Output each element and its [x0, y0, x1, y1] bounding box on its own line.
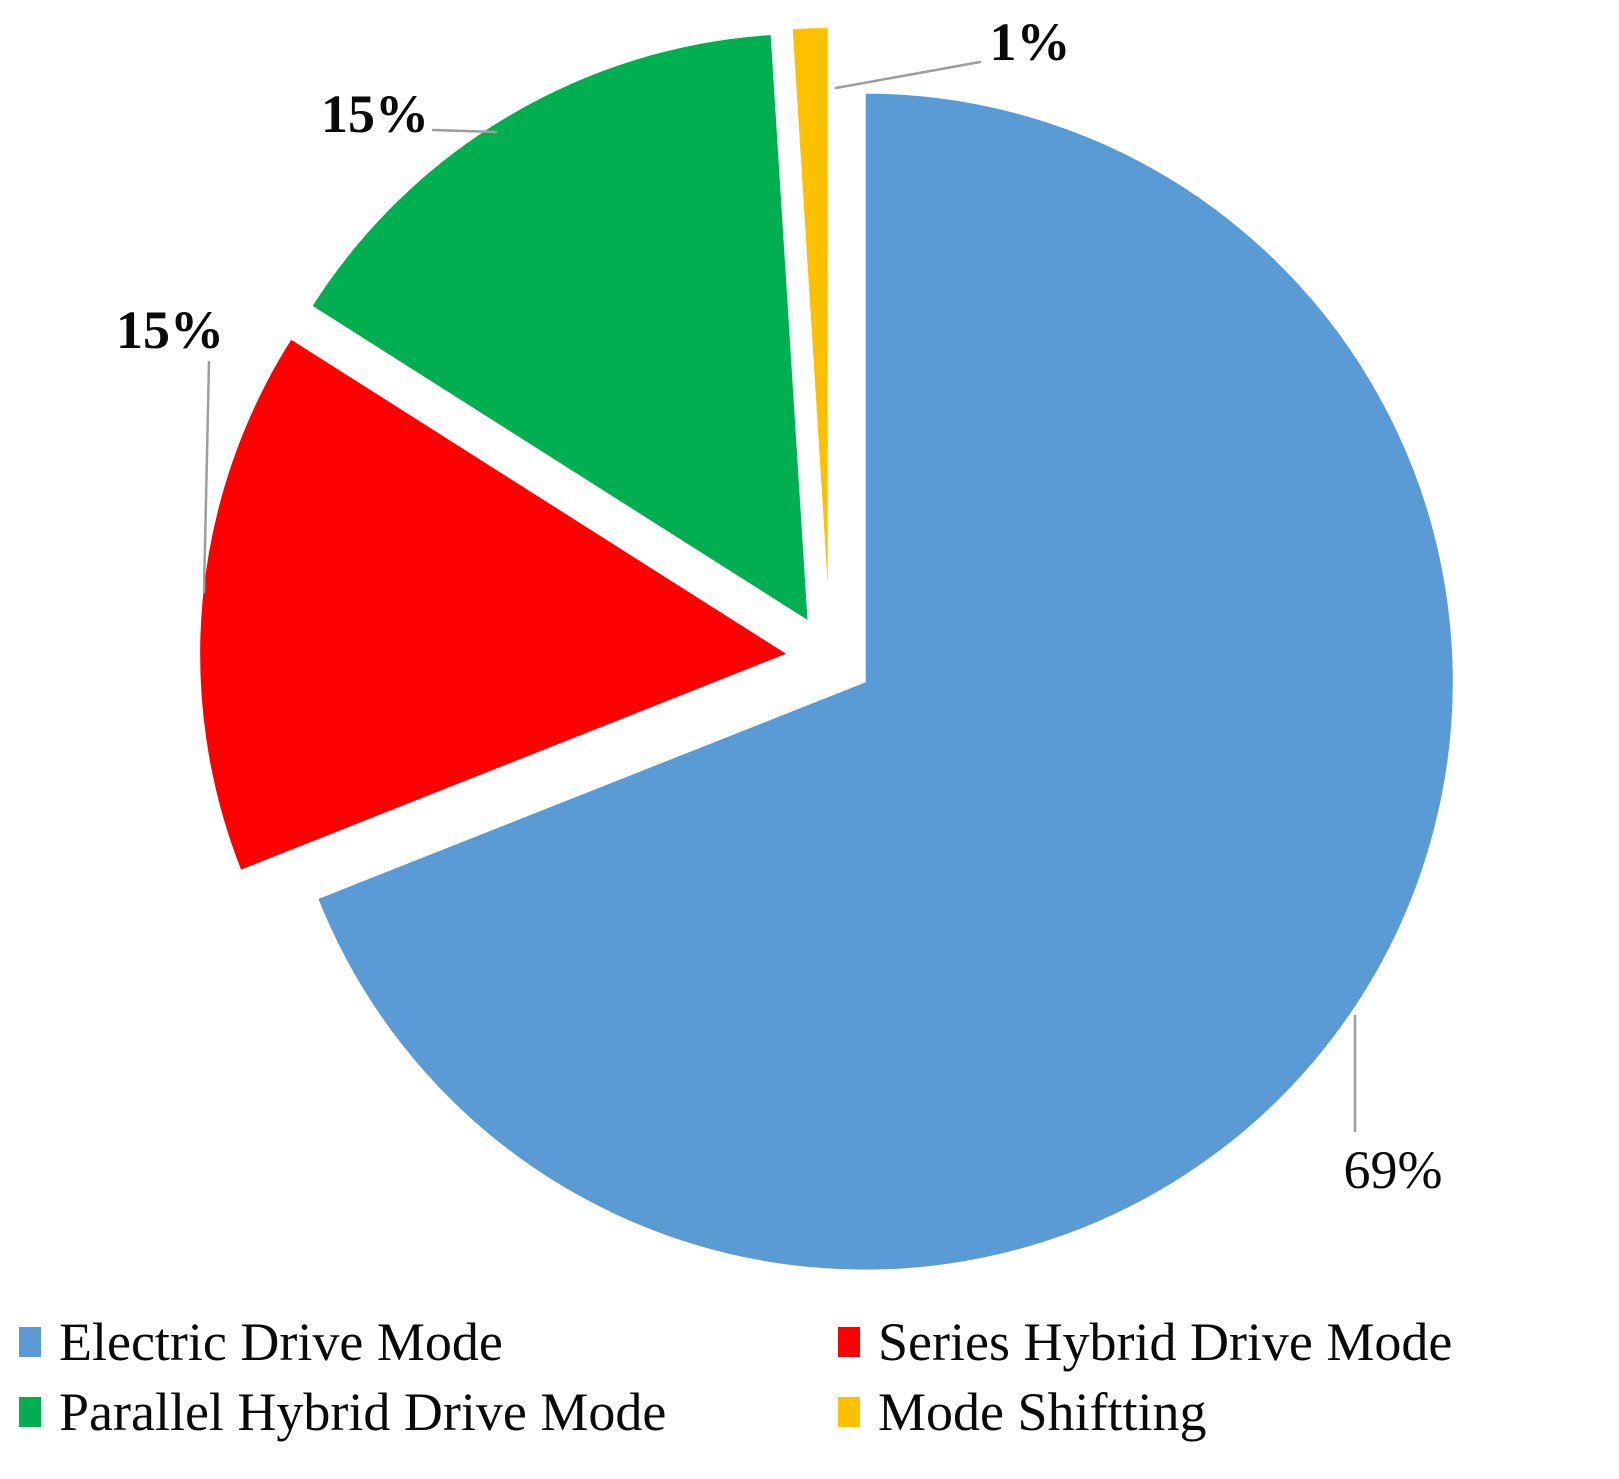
leader-lines-layer [202, 60, 1357, 1133]
leader-line-series-hybrid-drive-mode [202, 360, 211, 594]
slice-labels-layer: 69% 15% 15% 1% [116, 12, 1442, 1200]
slice-label-series-hybrid-drive-mode: 15% [116, 300, 224, 360]
slice-label-parallel-hybrid-drive-mode: 15% [321, 84, 429, 144]
slice-label-mode-shiftting: 1% [990, 12, 1071, 72]
leader-line-mode-shiftting [834, 60, 982, 90]
pie-slices-layer [198, 25, 1455, 1272]
pie-slice-electric-drive-mode [315, 91, 1455, 1272]
pie-slice-series-hybrid-drive-mode [198, 337, 791, 873]
pie-slice-parallel-hybrid-drive-mode [309, 32, 810, 624]
pie-slice-mode-shiftting [790, 25, 830, 617]
slice-label-electric-drive-mode: 69% [1344, 1140, 1443, 1200]
leader-line-parallel-hybrid-drive-mode [431, 128, 498, 134]
